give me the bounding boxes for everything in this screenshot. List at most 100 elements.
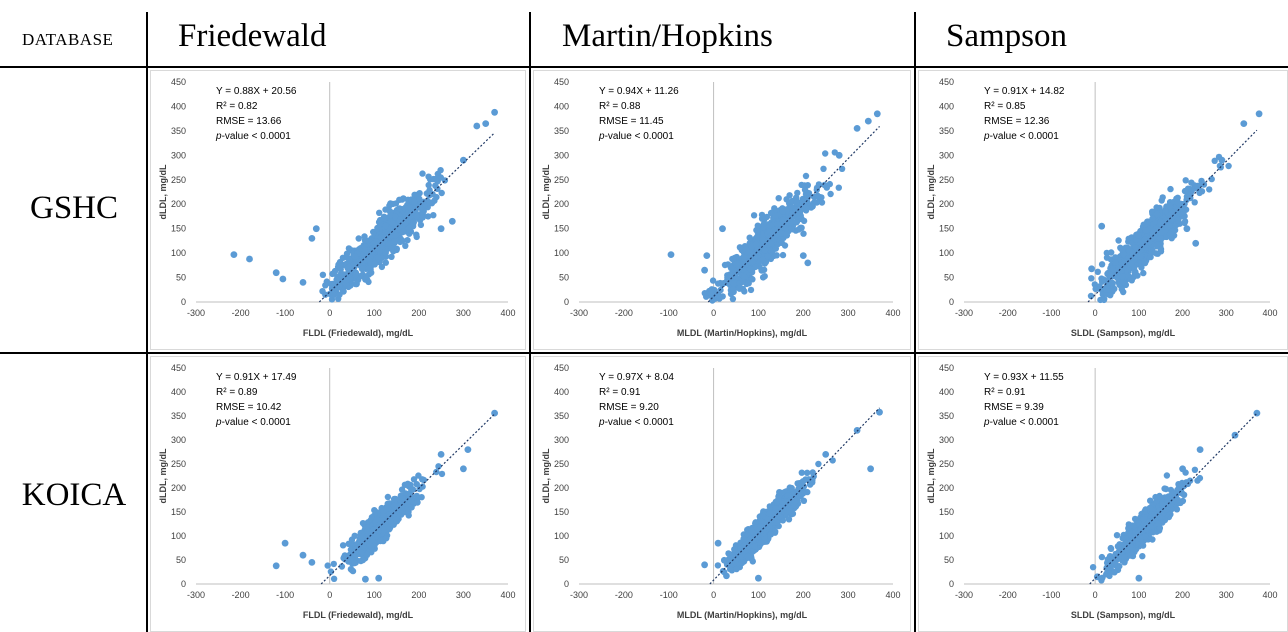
data-point — [416, 485, 423, 493]
data-point — [389, 200, 397, 208]
data-point — [1098, 553, 1106, 561]
stats-label: p-value < 0.0001 — [598, 131, 674, 142]
outlier-point — [230, 251, 238, 258]
chart-frame — [533, 70, 911, 350]
data-point — [1173, 506, 1181, 513]
data-point — [1225, 162, 1232, 170]
data-point — [396, 217, 404, 224]
data-point — [359, 265, 366, 273]
data-point — [766, 510, 773, 517]
data-point — [734, 260, 741, 267]
data-point — [416, 195, 423, 202]
data-point — [351, 253, 359, 260]
data-point — [1107, 271, 1114, 279]
y-tick-label: 0 — [181, 297, 186, 307]
scatter-points — [1087, 110, 1263, 304]
column-header-friedewald: Friedewald — [178, 18, 327, 54]
grid-divider-header — [0, 66, 1288, 68]
data-point — [815, 181, 823, 188]
data-point — [821, 181, 828, 189]
outlier-point — [437, 451, 445, 458]
y-tick-label: 0 — [564, 297, 569, 307]
y-tick-label: 100 — [939, 531, 954, 541]
data-point — [392, 213, 399, 221]
data-point — [725, 274, 732, 281]
data-point — [1159, 501, 1166, 508]
y-tick-label: 300 — [554, 435, 569, 445]
data-point — [429, 191, 436, 198]
data-point — [775, 495, 782, 502]
y-tick-label: 350 — [554, 411, 569, 421]
stats-label: Y = 0.88X + 20.56 — [216, 86, 297, 97]
x-tick-label: -300 — [570, 590, 588, 600]
data-point — [413, 212, 420, 220]
outlier-point — [460, 465, 467, 473]
data-point — [1113, 532, 1121, 539]
data-point — [417, 204, 425, 212]
data-point — [758, 518, 765, 525]
data-point — [759, 256, 767, 263]
y-tick-label: 350 — [939, 411, 954, 421]
y-tick-label: 400 — [171, 101, 186, 111]
data-point — [430, 212, 437, 219]
outlier-point — [799, 252, 807, 259]
stats-label: R² = 0.89 — [216, 387, 258, 398]
scatter-chart-koica-martin-hopkins: 0 50 100 150 200 250 300 350 400 450 -300 -200 -100 0… — [533, 356, 911, 632]
data-point — [1128, 260, 1135, 267]
data-point — [815, 460, 822, 468]
outlier-point — [1098, 222, 1106, 230]
data-point — [1107, 292, 1114, 299]
data-point — [396, 196, 403, 203]
x-tick-label: 200 — [1175, 590, 1190, 600]
x-tick-label: -200 — [232, 590, 250, 600]
outlier-point — [1253, 409, 1261, 417]
data-point — [350, 261, 357, 268]
data-point — [319, 288, 326, 295]
outlier-point — [281, 539, 289, 547]
data-point — [1119, 273, 1126, 280]
data-point — [363, 551, 371, 558]
scatter-points — [1089, 409, 1261, 584]
data-point — [426, 199, 433, 206]
x-tick-label: 300 — [841, 308, 856, 318]
scatter-chart-koica-friedewald: 0 50 100 150 200 250 300 350 400 450 -300 -200 -100 0… — [150, 356, 526, 632]
trend-line — [709, 407, 880, 585]
data-point — [415, 472, 422, 479]
outlier-point — [308, 559, 316, 566]
outlier-point — [299, 551, 307, 559]
y-axis-title: dLDL, mg/dL — [926, 164, 936, 219]
outlier-point — [460, 156, 467, 164]
data-point — [1087, 292, 1095, 300]
data-point — [740, 254, 748, 261]
data-point — [809, 476, 816, 484]
data-point — [760, 513, 767, 520]
data-point — [1157, 235, 1164, 242]
data-point — [1103, 254, 1111, 261]
stats-label: RMSE = 9.20 — [599, 402, 659, 413]
x-tick-label: 400 — [885, 308, 900, 318]
trend-line — [1087, 129, 1258, 303]
outlier-point — [835, 151, 843, 159]
x-tick-label: -300 — [570, 308, 588, 318]
outlier-point — [1135, 574, 1143, 582]
y-tick-label: 100 — [171, 531, 186, 541]
data-point — [371, 260, 378, 268]
stats-label: p-value < 0.0001 — [983, 417, 1059, 428]
data-point — [801, 186, 809, 193]
x-tick-label: 0 — [711, 308, 716, 318]
x-tick-label: -200 — [232, 308, 250, 318]
chart-frame — [533, 356, 911, 632]
outlier-point — [272, 562, 280, 570]
data-point — [729, 295, 737, 303]
y-tick-label: 450 — [939, 77, 954, 87]
x-tick-label: -300 — [955, 590, 973, 600]
data-point — [383, 535, 390, 542]
data-point — [331, 285, 339, 292]
data-point — [1115, 237, 1122, 244]
data-point — [1142, 244, 1149, 251]
x-tick-label: -200 — [999, 308, 1017, 318]
data-point — [793, 199, 800, 206]
outlier-point — [1183, 225, 1191, 233]
column-header-sampson: Sampson — [946, 18, 1068, 54]
data-point — [1112, 259, 1119, 266]
